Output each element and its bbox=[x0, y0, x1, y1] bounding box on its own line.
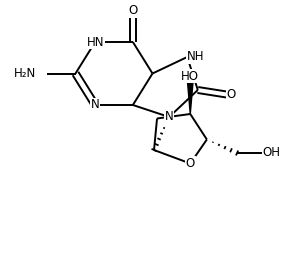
Text: O: O bbox=[128, 4, 137, 17]
Text: N: N bbox=[91, 99, 99, 112]
Text: NH: NH bbox=[187, 50, 205, 63]
Text: H₂N: H₂N bbox=[14, 67, 36, 80]
Text: HO: HO bbox=[181, 69, 199, 83]
Text: HN: HN bbox=[86, 35, 104, 49]
Text: O: O bbox=[186, 157, 195, 170]
Text: O: O bbox=[226, 88, 236, 101]
Text: N: N bbox=[165, 110, 173, 123]
Text: OH: OH bbox=[263, 147, 281, 160]
Polygon shape bbox=[188, 83, 193, 114]
